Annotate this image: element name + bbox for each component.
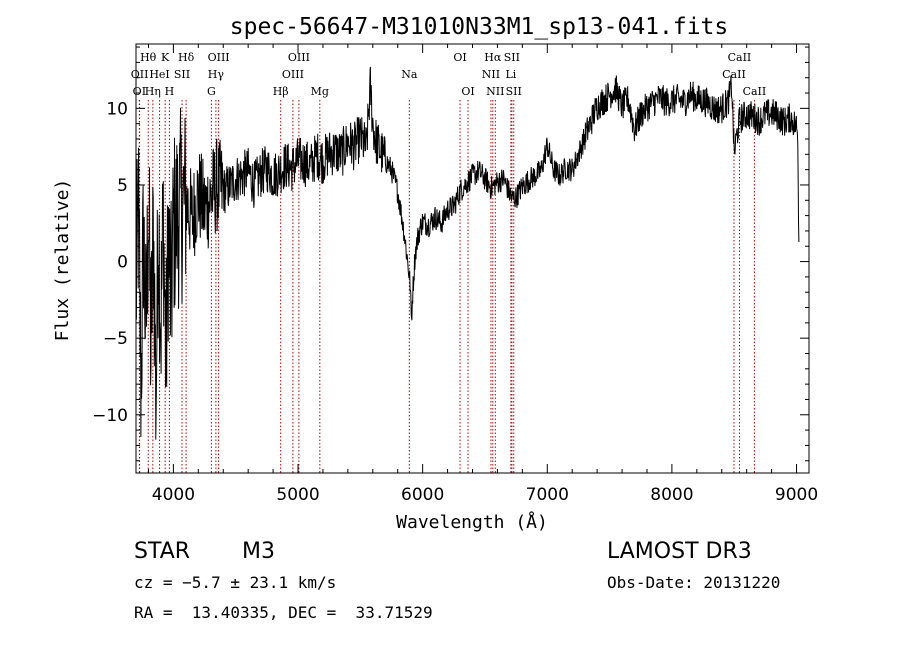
line-marker-label: Hθ: [140, 51, 157, 64]
y-axis-label: Flux (relative): [52, 179, 73, 342]
line-marker-label: NII: [486, 85, 504, 98]
y-tick-label: −5: [103, 329, 128, 349]
observation-date: Obs-Date: 20131220: [607, 573, 781, 592]
line-marker-label: SII: [174, 68, 190, 81]
line-marker-label: CaII: [722, 68, 746, 81]
axis-ticks: 4000 5000 6000 7000 8000 9000 −10 −5 0 5 10: [92, 44, 818, 505]
line-marker-label: Na: [401, 68, 418, 81]
line-marker-label: SII: [506, 85, 522, 98]
x-tick-label: 8000: [650, 485, 693, 505]
line-marker-label: Hδ: [178, 51, 195, 64]
chart-title: spec-56647-M31010N33M1_sp13-041.fits: [230, 14, 729, 40]
line-marker-label: OII: [131, 68, 149, 81]
line-marker-label: SII: [504, 51, 520, 64]
line-marker-label: Hβ: [273, 85, 289, 98]
line-marker-label: NII: [482, 68, 500, 81]
line-markers: OI OII Hθ Hη HeI K H SII Hδ G Hγ OIII Hβ OIII OIII Mg Na…: [131, 51, 766, 473]
x-tick-label: 7000: [526, 485, 569, 505]
line-marker-label: G: [207, 85, 216, 98]
line-marker-label: HeI: [149, 68, 169, 81]
line-marker-label: OIII: [208, 51, 230, 64]
line-marker-label: OI: [461, 85, 474, 98]
flux-series-line: [135, 66, 800, 440]
x-tick-label: 9000: [775, 485, 818, 505]
object-subclass: M3: [242, 539, 275, 564]
line-marker-label: Hα: [484, 51, 502, 64]
x-tick-label: 6000: [401, 485, 444, 505]
redshift-readout: cz = −5.7 ± 23.1 km/s: [134, 573, 337, 592]
x-axis-label: Wavelength (Å): [396, 511, 548, 533]
line-marker-label: OIII: [288, 51, 310, 64]
y-tick-label: 10: [106, 99, 128, 119]
line-marker-label: CaII: [728, 51, 752, 64]
x-tick-label: 4000: [152, 485, 195, 505]
line-marker-label: H: [165, 85, 175, 98]
line-marker-label: K: [161, 51, 170, 64]
line-marker-label: Li: [505, 68, 516, 81]
line-marker-label: OIII: [282, 68, 304, 81]
line-marker-label: OI: [453, 51, 466, 64]
line-marker-label: Mg: [311, 85, 329, 98]
y-tick-label: 0: [117, 253, 128, 273]
line-marker-label: CaII: [743, 85, 767, 98]
y-tick-label: −10: [92, 406, 128, 426]
line-marker-label: Hγ: [208, 68, 225, 81]
y-tick-label: 5: [117, 176, 128, 196]
object-class: STAR: [134, 539, 191, 564]
x-tick-label: 5000: [276, 485, 319, 505]
line-marker-label: OI: [133, 85, 146, 98]
line-marker-label: Hη: [145, 85, 161, 98]
survey-name: LAMOST DR3: [607, 539, 752, 564]
coordinates-readout: RA = 13.40335, DEC = 33.71529: [134, 603, 433, 622]
